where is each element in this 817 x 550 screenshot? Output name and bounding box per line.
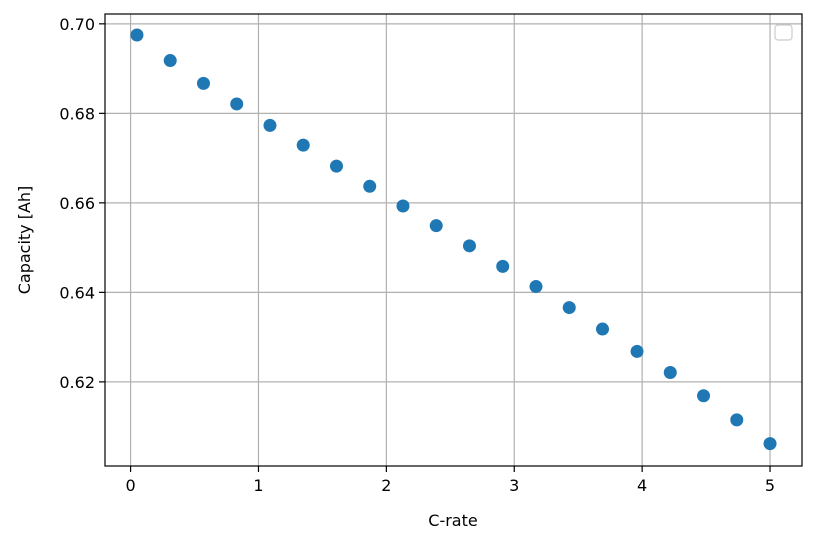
y-axis-label: Capacity [Ah] xyxy=(15,186,34,295)
data-point xyxy=(496,259,510,273)
x-axis-ticks: 0 1 2 3 4 5 xyxy=(125,466,775,495)
data-point xyxy=(462,239,476,253)
data-point xyxy=(562,301,576,315)
data-point xyxy=(296,138,310,152)
y-tick-label: 0.70 xyxy=(59,15,95,34)
legend-box xyxy=(774,24,793,41)
data-point xyxy=(329,159,343,173)
data-point xyxy=(163,54,177,68)
x-axis-label: C-rate xyxy=(428,511,477,530)
data-point xyxy=(697,389,711,403)
data-point xyxy=(663,365,677,379)
data-point xyxy=(630,344,644,358)
data-point xyxy=(529,280,543,294)
data-point xyxy=(595,322,609,336)
x-tick-label: 4 xyxy=(637,476,647,495)
plot-frame xyxy=(104,13,803,467)
y-tick-label: 0.62 xyxy=(59,373,95,392)
data-point xyxy=(763,437,777,451)
data-point xyxy=(429,219,443,233)
x-tick-label: 3 xyxy=(509,476,519,495)
data-point xyxy=(363,179,377,193)
y-tick-label: 0.68 xyxy=(59,104,95,123)
data-point xyxy=(196,76,210,90)
data-point xyxy=(730,413,744,427)
data-point xyxy=(263,118,277,132)
y-tick-label: 0.66 xyxy=(59,194,95,213)
data-points xyxy=(130,28,777,451)
data-point xyxy=(396,199,410,213)
data-point xyxy=(130,28,144,42)
x-tick-label: 1 xyxy=(253,476,263,495)
data-point xyxy=(230,97,244,111)
x-tick-label: 0 xyxy=(125,476,135,495)
grid xyxy=(105,14,802,466)
y-axis-ticks: 0.62 0.64 0.66 0.68 0.70 xyxy=(59,15,105,392)
y-tick-label: 0.64 xyxy=(59,283,95,302)
x-tick-label: 5 xyxy=(765,476,775,495)
x-tick-label: 2 xyxy=(381,476,391,495)
